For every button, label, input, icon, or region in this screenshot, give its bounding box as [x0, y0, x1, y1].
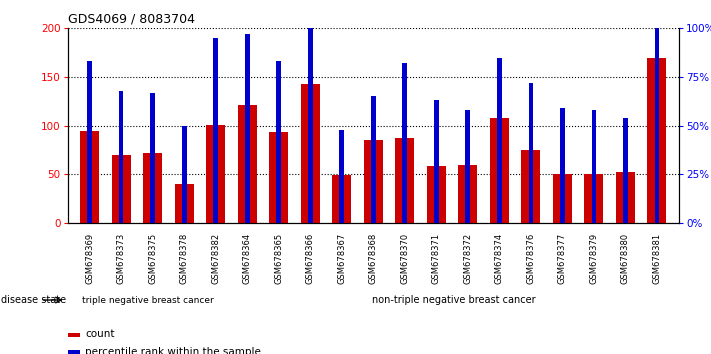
Bar [182, 126, 186, 223]
Bar [119, 91, 124, 223]
Bar [80, 131, 99, 223]
Bar [584, 175, 604, 223]
Bar [269, 132, 288, 223]
Bar [427, 166, 446, 223]
Bar [616, 172, 635, 223]
Text: GDS4069 / 8083704: GDS4069 / 8083704 [68, 12, 195, 25]
Bar [402, 63, 407, 223]
Bar [553, 175, 572, 223]
Bar [623, 118, 628, 223]
Bar [364, 140, 383, 223]
Bar [521, 150, 540, 223]
Bar [332, 175, 351, 223]
Bar [648, 57, 666, 223]
Bar [560, 108, 565, 223]
Bar [528, 83, 533, 223]
Bar [150, 93, 155, 223]
Text: count: count [85, 329, 114, 339]
Bar [245, 34, 250, 223]
Bar [434, 101, 439, 223]
Bar [87, 62, 92, 223]
Bar [459, 165, 477, 223]
Bar [466, 110, 470, 223]
Bar [68, 350, 80, 354]
Bar [237, 105, 257, 223]
Bar [308, 28, 313, 223]
Bar [213, 38, 218, 223]
Text: disease state: disease state [1, 295, 67, 305]
Bar [395, 138, 415, 223]
Text: non-triple negative breast cancer: non-triple negative breast cancer [372, 295, 535, 305]
Bar [490, 118, 509, 223]
Bar [206, 125, 225, 223]
Bar [175, 184, 193, 223]
Text: percentile rank within the sample: percentile rank within the sample [85, 347, 261, 354]
Bar [497, 57, 502, 223]
Bar [143, 153, 162, 223]
Bar [68, 333, 80, 337]
Bar [339, 130, 344, 223]
Text: triple negative breast cancer: triple negative breast cancer [82, 296, 214, 304]
Bar [112, 155, 131, 223]
Bar [371, 96, 375, 223]
Bar [301, 84, 320, 223]
Bar [592, 110, 597, 223]
Bar [655, 9, 659, 223]
Bar [277, 62, 281, 223]
